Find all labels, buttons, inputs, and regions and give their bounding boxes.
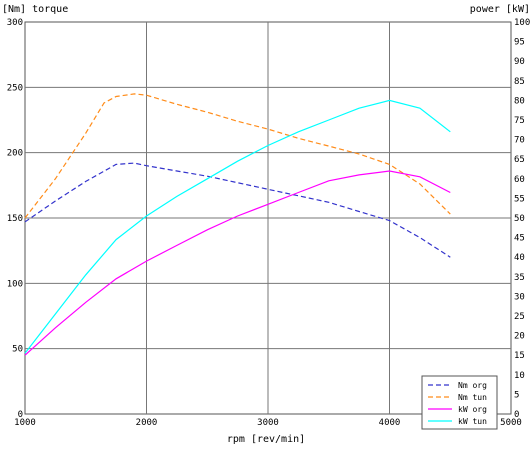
y-left-tick-label: 50 bbox=[12, 345, 23, 355]
x-tick-label: 4000 bbox=[379, 418, 401, 428]
y-right-tick-label: 35 bbox=[514, 273, 525, 283]
y-right-tick-label: 0 bbox=[514, 410, 519, 420]
y-right-tick-label: 30 bbox=[514, 292, 525, 302]
legend-box bbox=[421, 375, 498, 430]
y-left-tick-label: 250 bbox=[7, 83, 23, 93]
left-axis-title: [Nm] torque bbox=[2, 4, 68, 15]
legend-label: Nm tun bbox=[458, 393, 487, 402]
y-right-tick-label: 15 bbox=[514, 351, 525, 361]
y-left-tick-label: 200 bbox=[7, 149, 23, 159]
x-tick-label: 2000 bbox=[136, 418, 158, 428]
x-axis-title: rpm [rev/min] bbox=[227, 434, 305, 445]
y-right-tick-label: 95 bbox=[514, 38, 525, 48]
y-right-tick-label: 45 bbox=[514, 234, 525, 244]
y-right-tick-label: 20 bbox=[514, 332, 525, 342]
y-right-tick-label: 55 bbox=[514, 194, 525, 204]
y-right-tick-label: 10 bbox=[514, 371, 525, 381]
grid bbox=[25, 22, 511, 414]
y-right-tick-label: 25 bbox=[514, 312, 525, 322]
y-right-tick-label: 75 bbox=[514, 116, 525, 126]
y-left-tick-label: 150 bbox=[7, 214, 23, 224]
y-right-tick-label: 40 bbox=[514, 253, 525, 263]
legend: Nm org Nm tun kW org kW tun bbox=[421, 375, 498, 430]
legend-label: kW org bbox=[458, 405, 487, 414]
y-right-tick-label: 65 bbox=[514, 155, 525, 165]
y-right-tick-label: 100 bbox=[514, 18, 530, 28]
x-tick-label: 1000 bbox=[14, 418, 36, 428]
right-axis-title: power [kW] bbox=[470, 4, 530, 15]
series-line-nm-org bbox=[24, 162, 451, 258]
tick-labels: 1000 2000 3000 4000 500005010015020025030005… bbox=[7, 18, 531, 428]
x-tick-label: 5000 bbox=[500, 418, 522, 428]
series-line-kw-org bbox=[24, 170, 451, 356]
legend-label: Nm org bbox=[458, 381, 487, 390]
series-lines bbox=[24, 93, 451, 356]
y-left-tick-label: 300 bbox=[7, 18, 23, 28]
y-right-tick-label: 60 bbox=[514, 175, 525, 185]
y-right-tick-label: 80 bbox=[514, 96, 525, 106]
y-right-tick-label: 70 bbox=[514, 136, 525, 146]
legend-label: kW tun bbox=[458, 417, 487, 426]
y-left-tick-label: 0 bbox=[18, 410, 23, 420]
series-line-kw-tun bbox=[24, 99, 451, 354]
y-right-tick-label: 90 bbox=[514, 57, 525, 67]
y-right-tick-label: 5 bbox=[514, 390, 519, 400]
x-tick-label: 3000 bbox=[257, 418, 279, 428]
y-right-tick-label: 85 bbox=[514, 77, 525, 87]
y-left-tick-label: 100 bbox=[7, 279, 23, 289]
y-right-tick-label: 50 bbox=[514, 214, 525, 224]
